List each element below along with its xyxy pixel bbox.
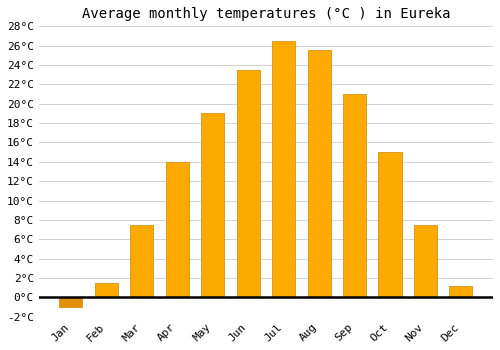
- Bar: [60, 298, 82, 307]
- Bar: [130, 225, 154, 298]
- Bar: [166, 162, 189, 298]
- Bar: [95, 283, 118, 298]
- Title: Average monthly temperatures (°C ) in Eureka: Average monthly temperatures (°C ) in Eu…: [82, 7, 450, 21]
- Bar: [343, 94, 366, 298]
- Bar: [378, 152, 402, 298]
- Bar: [450, 286, 472, 298]
- Bar: [272, 41, 295, 298]
- Bar: [201, 113, 224, 298]
- Bar: [236, 70, 260, 298]
- Bar: [414, 225, 437, 298]
- Bar: [308, 50, 330, 298]
